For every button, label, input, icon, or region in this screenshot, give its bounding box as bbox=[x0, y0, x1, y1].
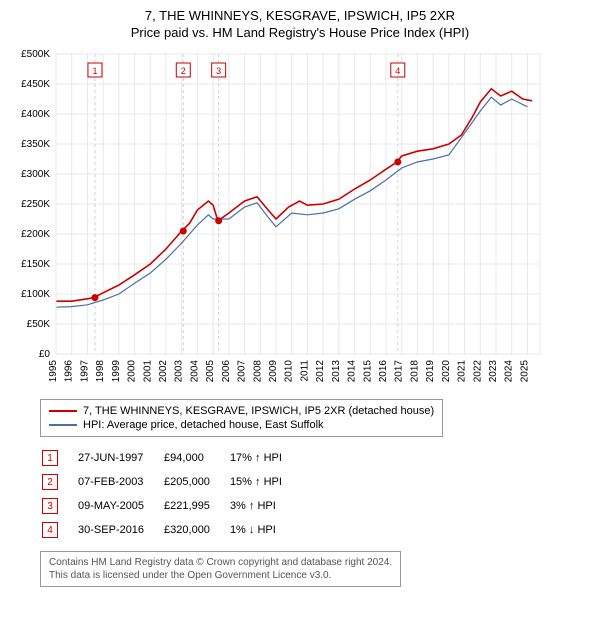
event-date: 09-MAY-2005 bbox=[78, 495, 162, 517]
event-delta: 3% ↑ HPI bbox=[230, 495, 300, 517]
event-marker: 3 bbox=[42, 498, 58, 514]
svg-text:£50K: £50K bbox=[27, 319, 51, 330]
svg-text:1998: 1998 bbox=[95, 360, 106, 383]
svg-text:£300K: £300K bbox=[21, 169, 50, 180]
footer-line1: Contains HM Land Registry data © Crown c… bbox=[49, 556, 392, 569]
svg-text:2: 2 bbox=[181, 66, 186, 76]
event-row: 1 27-JUN-1997£94,00017% ↑ HPI bbox=[42, 447, 300, 469]
svg-text:2006: 2006 bbox=[221, 360, 232, 383]
svg-text:2009: 2009 bbox=[268, 360, 279, 383]
svg-text:2007: 2007 bbox=[237, 360, 248, 383]
event-delta: 15% ↑ HPI bbox=[230, 471, 300, 493]
svg-text:2001: 2001 bbox=[142, 360, 153, 383]
event-date: 27-JUN-1997 bbox=[78, 447, 162, 469]
svg-text:2016: 2016 bbox=[378, 360, 389, 383]
svg-text:£500K: £500K bbox=[21, 49, 50, 60]
svg-text:£400K: £400K bbox=[21, 109, 50, 120]
svg-text:£150K: £150K bbox=[21, 259, 50, 270]
svg-text:2023: 2023 bbox=[488, 360, 499, 383]
legend-swatch bbox=[49, 424, 77, 426]
svg-text:2012: 2012 bbox=[315, 360, 326, 383]
svg-text:1997: 1997 bbox=[79, 360, 90, 383]
svg-text:£350K: £350K bbox=[21, 139, 50, 150]
svg-text:2003: 2003 bbox=[174, 360, 185, 383]
events-table: 1 27-JUN-1997£94,00017% ↑ HPI 2 07-FEB-2003… bbox=[40, 445, 302, 543]
title-line2: Price paid vs. HM Land Registry's House … bbox=[8, 25, 592, 40]
svg-text:£0: £0 bbox=[39, 349, 51, 360]
footer-attribution: Contains HM Land Registry data © Crown c… bbox=[40, 551, 401, 587]
event-marker: 4 bbox=[42, 522, 58, 538]
event-price: £205,000 bbox=[164, 471, 228, 493]
event-delta: 17% ↑ HPI bbox=[230, 447, 300, 469]
title-line1: 7, THE WHINNEYS, KESGRAVE, IPSWICH, IP5 … bbox=[8, 8, 592, 23]
svg-text:£450K: £450K bbox=[21, 79, 50, 90]
svg-text:2021: 2021 bbox=[457, 360, 468, 383]
svg-text:1996: 1996 bbox=[64, 360, 75, 383]
svg-text:1995: 1995 bbox=[48, 360, 59, 383]
svg-text:3: 3 bbox=[216, 66, 221, 76]
svg-text:2018: 2018 bbox=[409, 360, 420, 383]
footer-line2: This data is licensed under the Open Gov… bbox=[49, 569, 392, 582]
svg-text:2017: 2017 bbox=[394, 360, 405, 383]
event-marker: 1 bbox=[42, 450, 58, 466]
event-price: £94,000 bbox=[164, 447, 228, 469]
svg-text:2024: 2024 bbox=[504, 360, 515, 383]
legend-label: HPI: Average price, detached house, East… bbox=[83, 419, 324, 431]
svg-text:2005: 2005 bbox=[205, 360, 216, 383]
chart-container: £0 £50K £100K £150K £200K £250K £300K £350K £400… bbox=[8, 46, 592, 391]
svg-text:1: 1 bbox=[92, 66, 97, 76]
svg-text:2000: 2000 bbox=[127, 360, 138, 383]
svg-text:2022: 2022 bbox=[472, 360, 483, 383]
event-price: £221,995 bbox=[164, 495, 228, 517]
chart-title-block: 7, THE WHINNEYS, KESGRAVE, IPSWICH, IP5 … bbox=[8, 8, 592, 40]
svg-text:1999: 1999 bbox=[111, 360, 122, 383]
svg-text:2011: 2011 bbox=[299, 360, 310, 382]
event-row: 3 09-MAY-2005£221,9953% ↑ HPI bbox=[42, 495, 300, 517]
legend-label: 7, THE WHINNEYS, KESGRAVE, IPSWICH, IP5 … bbox=[83, 405, 434, 417]
event-date: 30-SEP-2016 bbox=[78, 519, 162, 541]
svg-text:4: 4 bbox=[395, 66, 400, 76]
event-marker: 2 bbox=[42, 474, 58, 490]
legend-swatch bbox=[49, 410, 77, 412]
svg-text:£100K: £100K bbox=[21, 289, 50, 300]
svg-text:2008: 2008 bbox=[252, 360, 263, 383]
svg-text:2002: 2002 bbox=[158, 360, 169, 383]
svg-text:£250K: £250K bbox=[21, 199, 50, 210]
event-delta: 1% ↓ HPI bbox=[230, 519, 300, 541]
svg-text:2019: 2019 bbox=[425, 360, 436, 383]
event-row: 2 07-FEB-2003£205,00015% ↑ HPI bbox=[42, 471, 300, 493]
svg-text:2025: 2025 bbox=[519, 360, 530, 383]
price-chart: £0 £50K £100K £150K £200K £250K £300K £350K £400… bbox=[8, 46, 548, 386]
event-row: 4 30-SEP-2016£320,0001% ↓ HPI bbox=[42, 519, 300, 541]
svg-text:2020: 2020 bbox=[441, 360, 452, 383]
event-date: 07-FEB-2003 bbox=[78, 471, 162, 493]
svg-text:2015: 2015 bbox=[362, 360, 373, 383]
legend-item: 7, THE WHINNEYS, KESGRAVE, IPSWICH, IP5 … bbox=[49, 404, 434, 418]
svg-text:2004: 2004 bbox=[189, 360, 200, 383]
svg-text:2010: 2010 bbox=[284, 360, 295, 383]
svg-text:£200K: £200K bbox=[21, 229, 50, 240]
legend: 7, THE WHINNEYS, KESGRAVE, IPSWICH, IP5 … bbox=[40, 399, 443, 437]
svg-text:2013: 2013 bbox=[331, 360, 342, 383]
event-price: £320,000 bbox=[164, 519, 228, 541]
legend-item: HPI: Average price, detached house, East… bbox=[49, 418, 434, 432]
svg-text:2014: 2014 bbox=[347, 360, 358, 383]
